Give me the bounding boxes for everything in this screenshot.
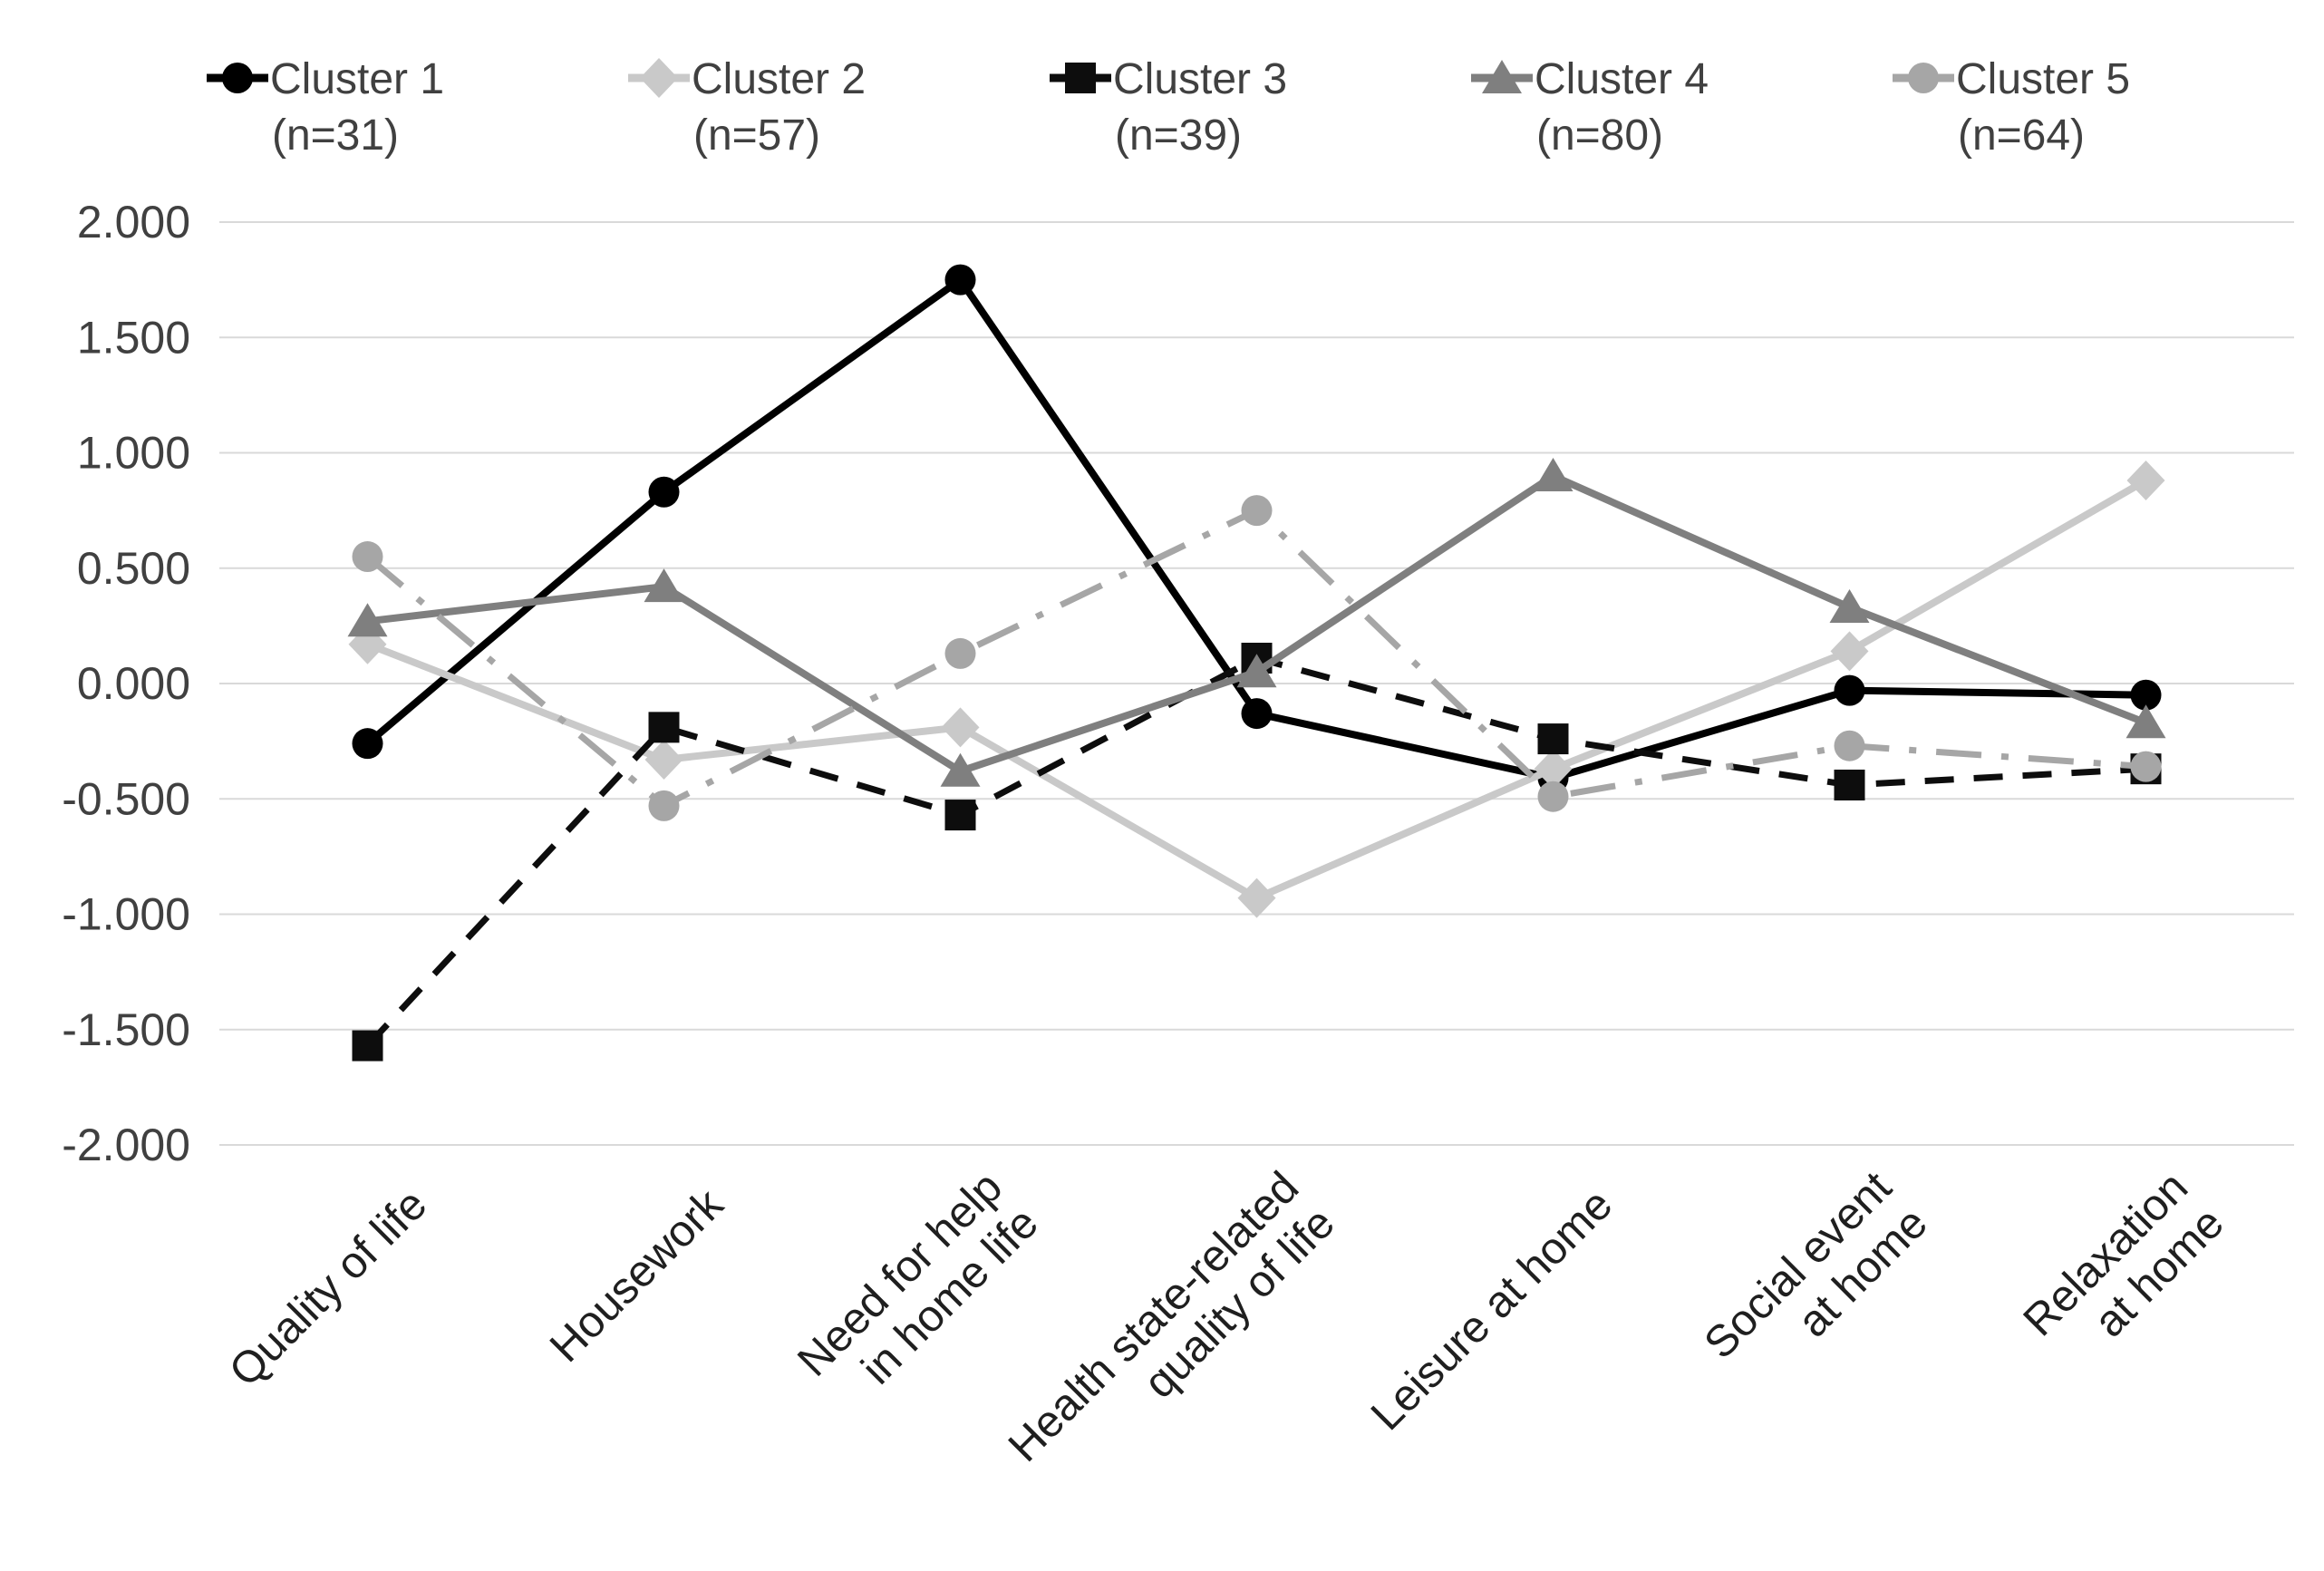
square-marker [944,800,976,831]
circle-marker [2130,751,2162,782]
square-marker [1834,769,1865,800]
y-tick-label: 1.000 [77,428,190,479]
legend-item-cluster-3: Cluster 3 (n=39) [1050,55,1287,160]
y-tick-label: 2.000 [77,197,190,247]
diamond-marker [941,707,980,748]
y-tick-label: 0.500 [77,543,190,594]
y-tick-label: -2.000 [62,1120,190,1170]
circle-marker [1834,674,1865,706]
legend-label: Cluster 5 [1956,55,2130,103]
y-tick-label: -1.500 [62,1004,190,1055]
legend-item-cluster-4: Cluster 4 (n=80) [1471,55,1709,160]
triangle-marker [940,752,981,787]
data-series [347,264,2166,1062]
legend-n-label: (n=57) [693,112,820,160]
series-cluster-4 [347,457,2166,787]
x-category-label-line: Quality of life [220,1180,436,1396]
square-marker [1065,63,1096,93]
legend-item-cluster-5: Cluster 5 (n=64) [1893,55,2130,160]
legend-label: Cluster 2 [692,55,866,103]
circle-marker [1834,730,1865,761]
diamond-marker [2126,461,2165,501]
legend-n-label: (n=80) [1536,112,1663,160]
x-category-label: Quality of life [220,1180,436,1396]
y-tick-label: 1.500 [77,312,190,363]
y-axis-tick-labels: 2.000 1.500 1.000 0.500 0.000 -0.500 -1.000 -1.… [62,197,190,1170]
series-cluster-5 [352,495,2162,821]
triangle-marker [1482,60,1522,93]
x-category-label-line: Housework [541,1179,733,1372]
triangle-marker [644,568,684,603]
chart-legend: Cluster 1 (n=31) Cluster 2 (n=57) Cluster 3 (… [207,55,2130,160]
circle-marker [944,264,976,296]
diamond-marker [640,58,678,98]
circle-marker [2130,679,2162,711]
circle-marker [1241,698,1273,730]
triangle-marker [1533,457,1574,491]
triangle-marker [1236,654,1277,688]
square-marker [352,1030,383,1062]
x-category-label: Leisure at home [1362,1180,1622,1440]
legend-n-label: (n=31) [272,112,399,160]
legend-label: Cluster 3 [1113,55,1287,103]
circle-marker [1537,781,1569,812]
diamond-marker [1830,631,1869,672]
circle-marker [352,728,383,760]
legend-label: Cluster 1 [270,55,444,103]
circle-marker [648,790,680,821]
y-tick-label: -1.000 [62,889,190,940]
diamond-marker [644,739,683,780]
legend-n-label: (n=64) [1958,112,2085,160]
series-cluster-2 [348,461,2165,918]
square-marker [648,712,680,743]
diamond-marker [1534,749,1573,790]
triangle-marker [347,603,388,637]
legend-label: Cluster 4 [1535,55,1709,103]
x-category-label: Housework [541,1179,733,1372]
triangle-marker [1829,589,1870,624]
circle-marker [352,541,383,573]
series-cluster-1 [352,264,2162,794]
y-tick-label: 0.000 [77,658,190,709]
circle-marker [1241,495,1273,527]
legend-n-label: (n=39) [1115,112,1242,160]
circle-marker [944,637,976,669]
circle-marker [222,63,253,93]
y-tick-label: -0.500 [62,773,190,824]
x-category-label-line: Leisure at home [1362,1180,1622,1440]
legend-item-cluster-1: Cluster 1 (n=31) [207,55,444,160]
circle-marker [648,476,680,508]
square-marker [1537,723,1569,755]
diamond-marker [1237,878,1276,918]
x-category-label-line: Health state-related [1000,1163,1309,1472]
legend-item-cluster-2: Cluster 2 (n=57) [628,55,866,160]
circle-marker [1908,63,1939,93]
x-axis-category-labels: Quality of life Housework Need for helpin … [220,1162,2233,1472]
triangle-marker [2125,704,2166,739]
